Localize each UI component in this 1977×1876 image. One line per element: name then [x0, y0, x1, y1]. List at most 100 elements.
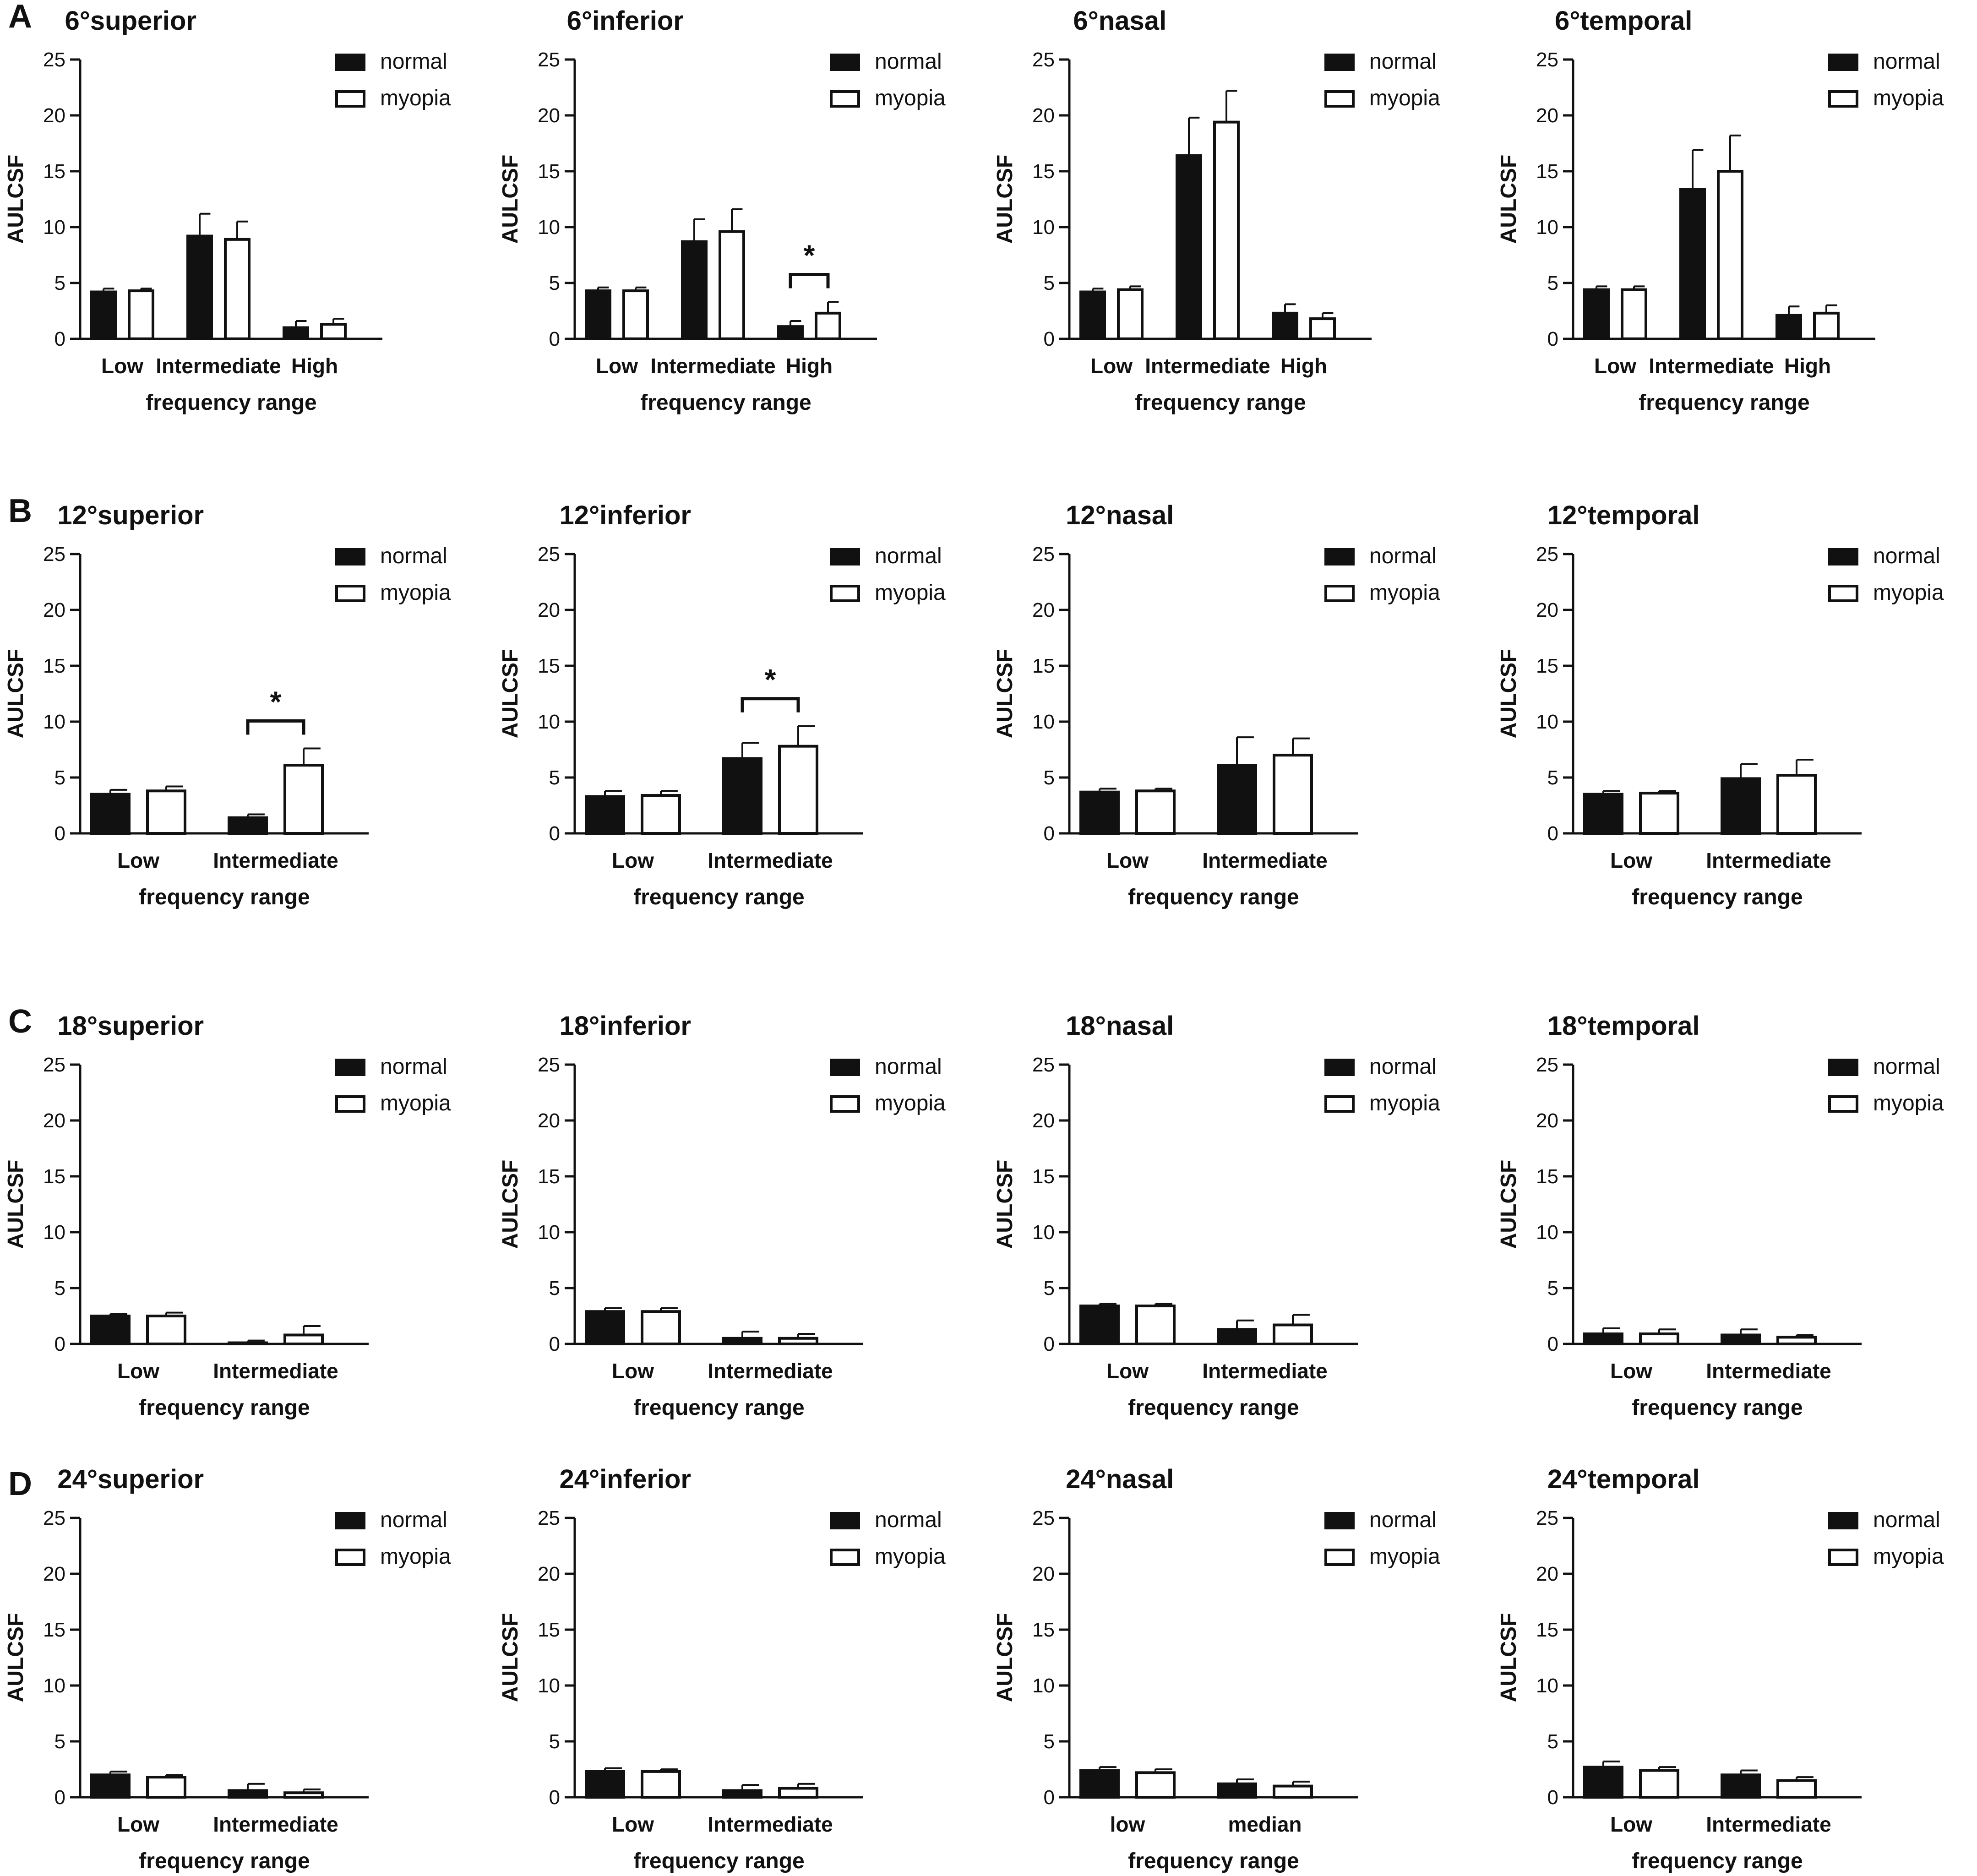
- legend-label-myopia: myopia: [1369, 86, 1440, 110]
- x-tick-label: Intermediate: [708, 1359, 833, 1383]
- y-tick-label: 10: [1536, 711, 1558, 733]
- legend-label-normal: normal: [1873, 544, 1940, 568]
- bar-normal-intermediate: [1721, 1773, 1761, 1799]
- x-tick-label: Intermediate: [156, 354, 281, 378]
- x-axis-label: frequency range: [1632, 1396, 1803, 1420]
- x-tick-label: Low: [1106, 848, 1149, 872]
- y-tick-label: 25: [538, 543, 560, 566]
- legend-label-myopia: myopia: [1873, 1544, 1944, 1569]
- bar-normal-low: [1079, 1305, 1120, 1346]
- significance-star: *: [270, 685, 282, 718]
- x-tick-label: High: [1280, 354, 1327, 378]
- y-axis-label: AULCSF: [498, 155, 523, 244]
- x-tick-label: Low: [101, 354, 143, 378]
- x-tick-label: Intermediate: [1706, 1359, 1831, 1383]
- bar-normal-intermediate: [1721, 777, 1761, 835]
- y-tick-label: 5: [1547, 767, 1558, 789]
- bar-myopia-low: [146, 1776, 186, 1799]
- legend-label-normal: normal: [380, 49, 447, 74]
- bar-normal-low: [90, 290, 117, 341]
- y-tick-label: 20: [1032, 104, 1055, 127]
- y-tick-label: 5: [549, 1277, 560, 1300]
- legend-label-myopia: myopia: [875, 1091, 946, 1115]
- y-tick-label: 0: [54, 1786, 65, 1809]
- y-tick-label: 0: [1547, 328, 1558, 350]
- significance-bracket: [246, 719, 305, 735]
- y-tick-label: 20: [1536, 1109, 1558, 1132]
- bar-myopia-high: [320, 323, 347, 341]
- bar-normal-intermediate: [1217, 1328, 1257, 1346]
- chart-title: 24°inferior: [559, 1464, 691, 1494]
- x-tick-label: Low: [1090, 354, 1133, 378]
- y-axis-label: AULCSF: [993, 1613, 1017, 1702]
- bar-myopia-intermediate: [1273, 754, 1313, 835]
- x-axis-label: frequency range: [1128, 885, 1299, 909]
- y-tick-label: 10: [1032, 1675, 1055, 1697]
- legend-swatch-normal: [335, 1512, 365, 1529]
- x-tick-label: Intermediate: [213, 848, 338, 872]
- chart-panel-12: 18°temporal 0 5 10 15 20 25 AULCSF Low Intermedia…: [1497, 1011, 1944, 1420]
- legend-swatch-normal: [335, 548, 365, 566]
- y-tick-label: 5: [549, 1730, 560, 1753]
- chart-title: 12°superior: [57, 500, 204, 530]
- bar-myopia-intermediate: [283, 764, 324, 835]
- legend-label-normal: normal: [380, 1508, 447, 1532]
- legend-swatch-myopia: [1828, 90, 1858, 108]
- significance-star: *: [804, 239, 815, 272]
- bar-normal-low: [90, 1315, 131, 1345]
- legend-swatch-myopia: [1324, 1549, 1355, 1566]
- legend-label-normal: normal: [1369, 544, 1437, 568]
- y-tick-label: 10: [43, 1221, 65, 1244]
- y-tick-label: 25: [1536, 49, 1558, 71]
- y-tick-label: 20: [1536, 599, 1558, 621]
- y-axis-label: AULCSF: [993, 1160, 1017, 1249]
- panel-letter-d: D: [8, 1466, 32, 1502]
- y-tick-label: 20: [43, 104, 65, 127]
- chart-title: 24°nasal: [1066, 1464, 1174, 1494]
- panel-letters: A B C D: [8, 0, 32, 1502]
- y-tick-label: 0: [1547, 822, 1558, 845]
- x-axis-label: frequency range: [640, 391, 811, 415]
- y-tick-label: 10: [1032, 216, 1055, 239]
- y-tick-label: 20: [538, 1563, 560, 1585]
- y-tick-label: 20: [1536, 104, 1558, 127]
- y-tick-label: 0: [54, 328, 65, 350]
- y-tick-label: 15: [1536, 1165, 1558, 1188]
- x-tick-label: Intermediate: [213, 1359, 338, 1383]
- y-tick-label: 20: [538, 1109, 560, 1132]
- significance-star: *: [765, 663, 776, 696]
- x-axis-label: frequency range: [1135, 391, 1306, 415]
- legend-swatch-myopia: [335, 585, 365, 602]
- bar-myopia-median: [1273, 1784, 1313, 1799]
- bar-myopia-low: [622, 289, 649, 341]
- chart-panel-11: 18°nasal 0 5 10 15 20 25 AULCSF Low Intermediate f…: [993, 1011, 1440, 1420]
- y-axis-label: AULCSF: [498, 649, 523, 739]
- bar-normal-intermediate: [1721, 1333, 1761, 1345]
- x-axis-label: frequency range: [1639, 391, 1809, 415]
- y-tick-label: 5: [1044, 272, 1055, 294]
- bar-myopia-low: [1135, 789, 1176, 835]
- y-tick-label: 25: [43, 1054, 65, 1076]
- y-tick-label: 20: [538, 599, 560, 621]
- y-tick-label: 15: [538, 1165, 560, 1188]
- x-tick-label: Low: [1106, 1359, 1149, 1383]
- bar-myopia-low: [1639, 1332, 1679, 1346]
- chart-panel-1: 6°superior 0 5 10 15 20 25 AULCSF Low Intermediat…: [4, 6, 451, 415]
- y-tick-label: 10: [1536, 216, 1558, 239]
- y-tick-label: 0: [1547, 1333, 1558, 1355]
- bar-normal-intermediate: [228, 1789, 268, 1799]
- legend-swatch-myopia: [335, 1549, 365, 1566]
- y-axis-label: AULCSF: [993, 649, 1017, 739]
- y-axis-label: AULCSF: [4, 155, 28, 244]
- y-tick-label: 20: [43, 1109, 65, 1132]
- bar-normal-low: [1079, 290, 1106, 341]
- y-axis-label: AULCSF: [4, 649, 28, 739]
- y-tick-label: 5: [1547, 1730, 1558, 1753]
- chart-panel-13: 24°superior 0 5 10 15 20 25 AULCSF Low Intermedia…: [4, 1464, 451, 1873]
- y-tick-label: 20: [538, 104, 560, 127]
- y-tick-label: 25: [1032, 49, 1055, 71]
- bar-myopia-low: [641, 794, 681, 835]
- legend-swatch-normal: [1324, 1512, 1355, 1529]
- y-tick-label: 5: [1044, 1277, 1055, 1300]
- y-tick-label: 25: [1536, 1507, 1558, 1529]
